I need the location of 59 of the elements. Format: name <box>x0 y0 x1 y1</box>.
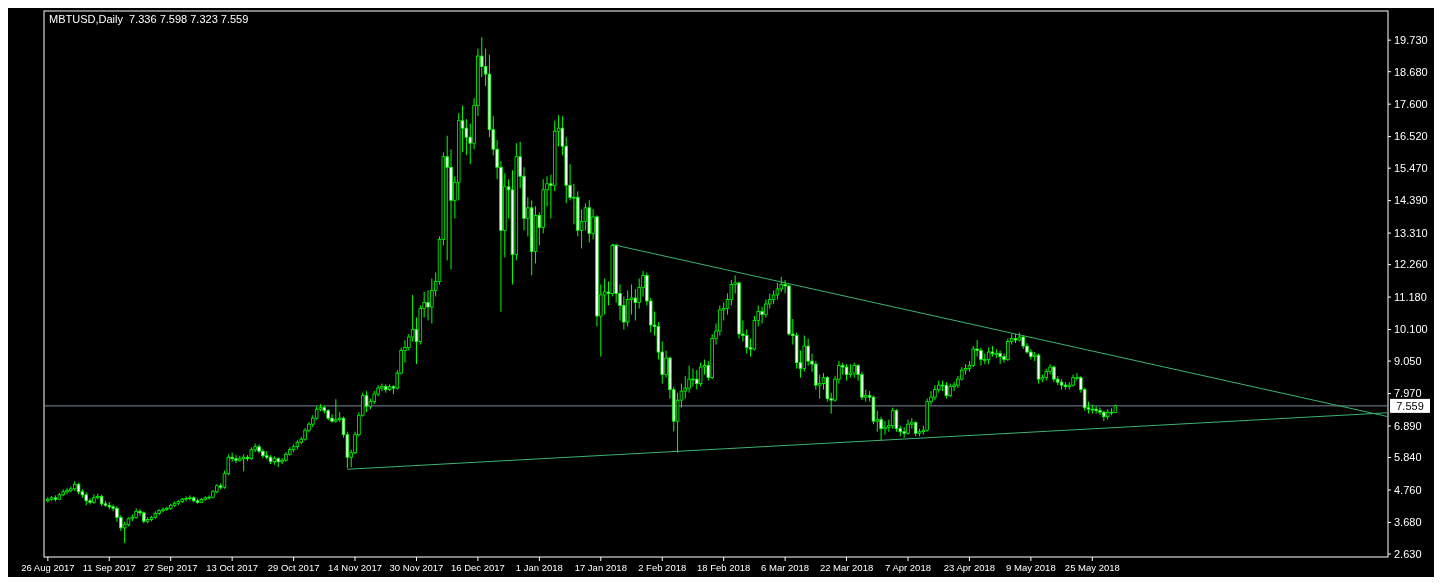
candlestick <box>894 408 899 433</box>
y-tick-label: 3.680 <box>1394 516 1422 529</box>
y-tick-label: 13.310 <box>1394 226 1428 239</box>
candlestick <box>883 420 887 436</box>
candlestick <box>602 277 607 315</box>
x-tick-label: 29 Oct 2017 <box>267 562 320 573</box>
candlestick <box>825 375 830 403</box>
candlestick <box>695 369 699 391</box>
candlestick <box>426 289 430 322</box>
x-tick-label: 7 Apr 2018 <box>885 562 931 573</box>
y-tick-label: 2.630 <box>1394 547 1422 560</box>
candlestick <box>380 383 384 392</box>
x-tick-label: 25 May 2018 <box>1064 562 1120 573</box>
x-tick-label: 9 May 2018 <box>1006 562 1056 573</box>
candlestick <box>188 494 192 502</box>
y-tick-label: 12.260 <box>1394 258 1428 271</box>
y-tick-label: 17.600 <box>1394 98 1428 110</box>
x-tick-label: 22 Mar 2018 <box>819 562 874 573</box>
candlestick <box>69 485 73 493</box>
ref-line-label: 7.559 <box>1396 399 1424 412</box>
x-tick-label: 2 Feb 2018 <box>638 562 687 573</box>
x-tick-label: 6 Mar 2018 <box>761 562 810 573</box>
x-tick-label: 18 Feb 2018 <box>697 562 751 573</box>
x-tick-label: 13 Oct 2017 <box>206 562 259 573</box>
y-tick-label: 16.520 <box>1394 130 1428 143</box>
y-tick-label: 18.680 <box>1394 65 1428 78</box>
candlestick <box>334 398 338 424</box>
chart-title: MBTUSD,Daily 7.336 7.598 7.323 7.559 <box>49 13 249 25</box>
y-tick-label: 19.730 <box>1394 34 1428 46</box>
x-tick-label: 27 Sep 2017 <box>143 562 198 573</box>
y-tick-label: 7.970 <box>1394 387 1422 400</box>
y-tick-label: 9.050 <box>1394 354 1422 367</box>
y-tick-label: 11.180 <box>1394 290 1427 303</box>
candlestick <box>760 306 764 325</box>
y-tick-label: 15.470 <box>1394 162 1428 175</box>
candlestick <box>1006 338 1010 362</box>
y-tick-label: 10.100 <box>1394 323 1428 336</box>
x-tick-label: 14 Nov 2017 <box>328 562 382 573</box>
candlestick <box>691 368 695 388</box>
x-tick-label: 16 Dec 2017 <box>450 562 505 573</box>
x-tick-label: 17 Jan 2018 <box>574 562 627 573</box>
x-tick-label: 1 Jan 2018 <box>515 562 563 573</box>
y-tick-label: 5.840 <box>1394 451 1422 464</box>
candlestick <box>633 288 638 322</box>
candlestick <box>234 454 238 464</box>
candlestick <box>161 506 165 513</box>
candlestick <box>184 495 188 502</box>
x-tick-label: 23 Apr 2018 <box>943 562 996 573</box>
candlestick <box>65 487 69 495</box>
x-tick-label: 30 Nov 2017 <box>389 562 444 573</box>
x-tick-label: 26 Aug 2017 <box>21 562 75 573</box>
y-tick-label: 6.890 <box>1394 419 1422 432</box>
candlestick <box>122 521 127 544</box>
x-tick-label: 11 Sep 2017 <box>82 562 136 573</box>
candlestick <box>698 362 703 388</box>
y-tick-label: 14.390 <box>1394 194 1428 207</box>
y-tick-label: 4.760 <box>1394 483 1422 496</box>
candlestick <box>165 506 169 512</box>
candlestick <box>207 494 211 501</box>
